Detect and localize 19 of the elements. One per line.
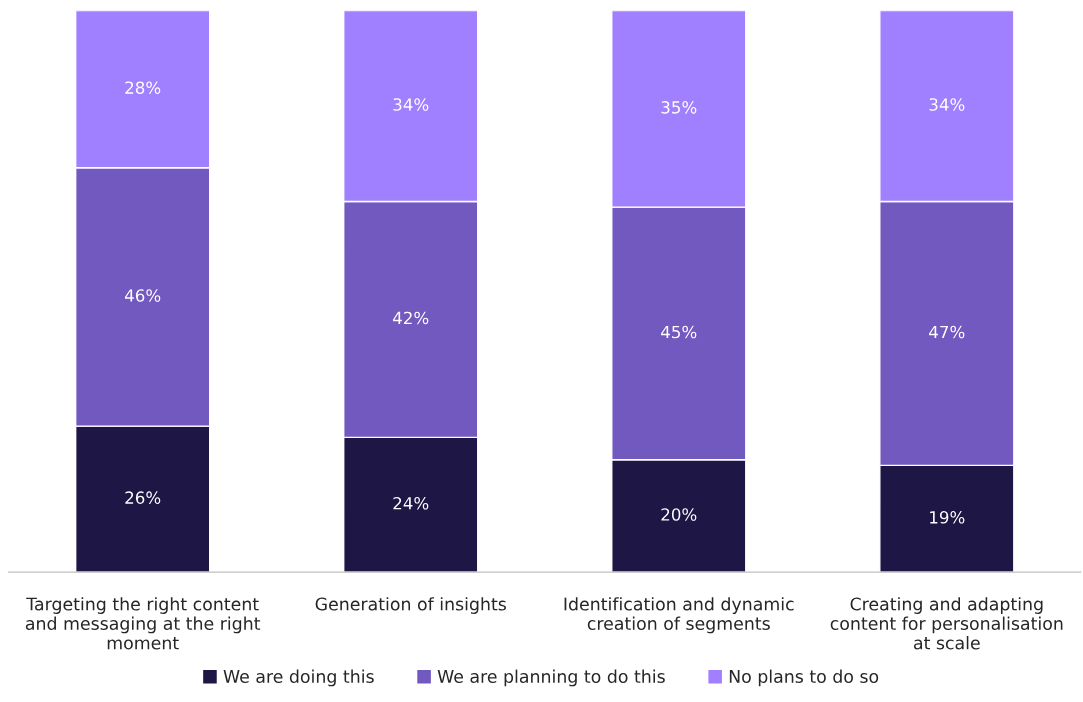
data-label: 47% (929, 325, 965, 339)
data-label: 45% (661, 325, 697, 339)
data-label: 42% (393, 311, 429, 325)
x-tick-label: Identification and dynamic creation of segments (564, 597, 794, 634)
data-label: 20% (661, 508, 697, 521)
x-tick-label: Generation of insights (315, 597, 506, 614)
data-label: 46% (124, 289, 161, 302)
data-label: 34% (393, 98, 429, 111)
legend-label: We are planning to do this (437, 669, 665, 687)
x-tick-label: Creating and adapting content for personalisation at scale (830, 597, 1063, 650)
legend-label: We are doing this (223, 669, 374, 687)
legend-label: No plans to do so (729, 669, 879, 687)
data-label: 35% (661, 101, 697, 114)
data-label: 34% (929, 98, 965, 111)
data-label: 26% (125, 491, 161, 504)
data-label: 28% (125, 81, 161, 94)
data-label: 24% (393, 496, 429, 510)
x-tick-label: Targeting the right content and messaging at the right moment (25, 597, 261, 650)
data-label: 19% (930, 511, 965, 524)
